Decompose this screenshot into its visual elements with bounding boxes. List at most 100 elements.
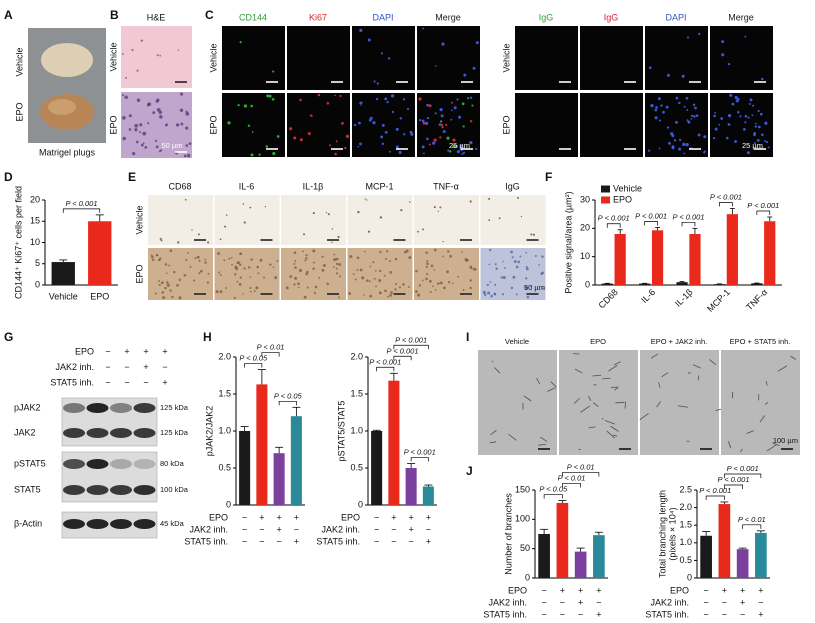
- cell: [743, 127, 746, 131]
- cell: [239, 276, 242, 279]
- cell: [686, 119, 689, 122]
- cell: [331, 241, 333, 244]
- cell: [383, 274, 386, 277]
- cell: [409, 201, 411, 203]
- cell: [302, 250, 304, 253]
- cell: [157, 280, 160, 283]
- cell: [467, 97, 470, 100]
- y-tick-label: 20: [30, 194, 40, 204]
- treatment-label: JAK2 inh.: [650, 597, 689, 607]
- cell: [666, 73, 670, 77]
- cell: [345, 134, 350, 139]
- cell: [238, 263, 242, 266]
- legend-swatch: [601, 185, 610, 193]
- bar: [51, 262, 75, 285]
- cell: [654, 116, 658, 120]
- tube-image: [721, 350, 800, 455]
- cell: [671, 134, 675, 138]
- cell: [703, 135, 707, 139]
- row-label: Vehicle: [108, 42, 118, 71]
- panel-label: F: [545, 170, 552, 184]
- cell: [160, 239, 163, 242]
- cell: [510, 286, 514, 290]
- y-tick-label: 2.0: [350, 351, 363, 361]
- tube: [523, 395, 532, 402]
- cell: [250, 258, 253, 261]
- fluorescence-image: [645, 93, 708, 157]
- cell: [293, 283, 296, 286]
- cell: [398, 151, 402, 154]
- cell: [426, 137, 429, 141]
- cell: [682, 142, 686, 147]
- panel-label: I: [466, 330, 469, 344]
- tube: [677, 405, 688, 408]
- cell: [434, 65, 437, 67]
- cell: [294, 276, 298, 280]
- cell: [720, 117, 724, 120]
- blot-name: β-Actin: [14, 518, 42, 528]
- treatment-sign: −: [162, 362, 167, 372]
- y-tick-label: 0.5: [218, 462, 231, 472]
- cell: [168, 264, 171, 267]
- tube: [606, 430, 615, 439]
- tube: [658, 382, 661, 388]
- cell: [453, 106, 457, 110]
- cell: [442, 240, 444, 243]
- x-tick-label: TNF-α: [744, 287, 769, 312]
- cell: [462, 288, 465, 291]
- ihc-image: [214, 195, 280, 245]
- cell: [179, 92, 184, 96]
- tube: [765, 381, 768, 386]
- cell: [456, 150, 460, 154]
- cell: [198, 259, 201, 262]
- cell: [433, 269, 436, 271]
- treatment-sign: −: [374, 524, 379, 534]
- tube: [588, 426, 596, 429]
- column-header: CD68: [168, 181, 191, 191]
- cell: [542, 287, 545, 290]
- tube: [790, 355, 796, 360]
- blot-size: 125 kDa: [160, 403, 189, 412]
- treatment-sign: +: [426, 512, 431, 522]
- cell: [475, 147, 478, 151]
- cell: [294, 266, 297, 269]
- cell: [297, 286, 300, 289]
- y-tick-label: 20: [580, 223, 590, 233]
- cell: [747, 151, 750, 155]
- y-tick-label: 50: [520, 543, 530, 553]
- treatment-sign: +: [143, 346, 148, 356]
- cell: [134, 128, 138, 132]
- cell: [465, 258, 469, 262]
- cell: [136, 69, 139, 72]
- cell: [389, 294, 392, 297]
- cell: [678, 101, 681, 105]
- cell: [228, 257, 231, 260]
- y-tick-label: 0: [687, 572, 692, 582]
- cell: [159, 237, 162, 240]
- treatment-label: JAK2 inh.: [55, 362, 94, 372]
- cell: [417, 230, 419, 233]
- cell: [171, 295, 174, 299]
- cell: [748, 102, 751, 105]
- treatment-sign: −: [703, 585, 708, 595]
- cell: [400, 209, 403, 212]
- cell: [739, 115, 742, 118]
- cell: [450, 118, 453, 121]
- bar: [713, 284, 726, 285]
- cell: [191, 229, 193, 231]
- cell: [312, 261, 315, 264]
- cell: [384, 97, 388, 101]
- y-axis-label: Total branching length: [657, 490, 667, 578]
- cell: [307, 131, 311, 136]
- p-value: P < 0.01: [558, 474, 586, 483]
- cell: [662, 110, 665, 114]
- tube: [765, 401, 769, 405]
- cell: [373, 80, 376, 83]
- cell: [763, 139, 766, 142]
- cell: [494, 263, 497, 266]
- column-header: IL-1β: [303, 181, 324, 191]
- bracket: [705, 495, 725, 500]
- treatment-sign: +: [391, 512, 396, 522]
- cell: [272, 151, 276, 156]
- cell: [447, 149, 450, 152]
